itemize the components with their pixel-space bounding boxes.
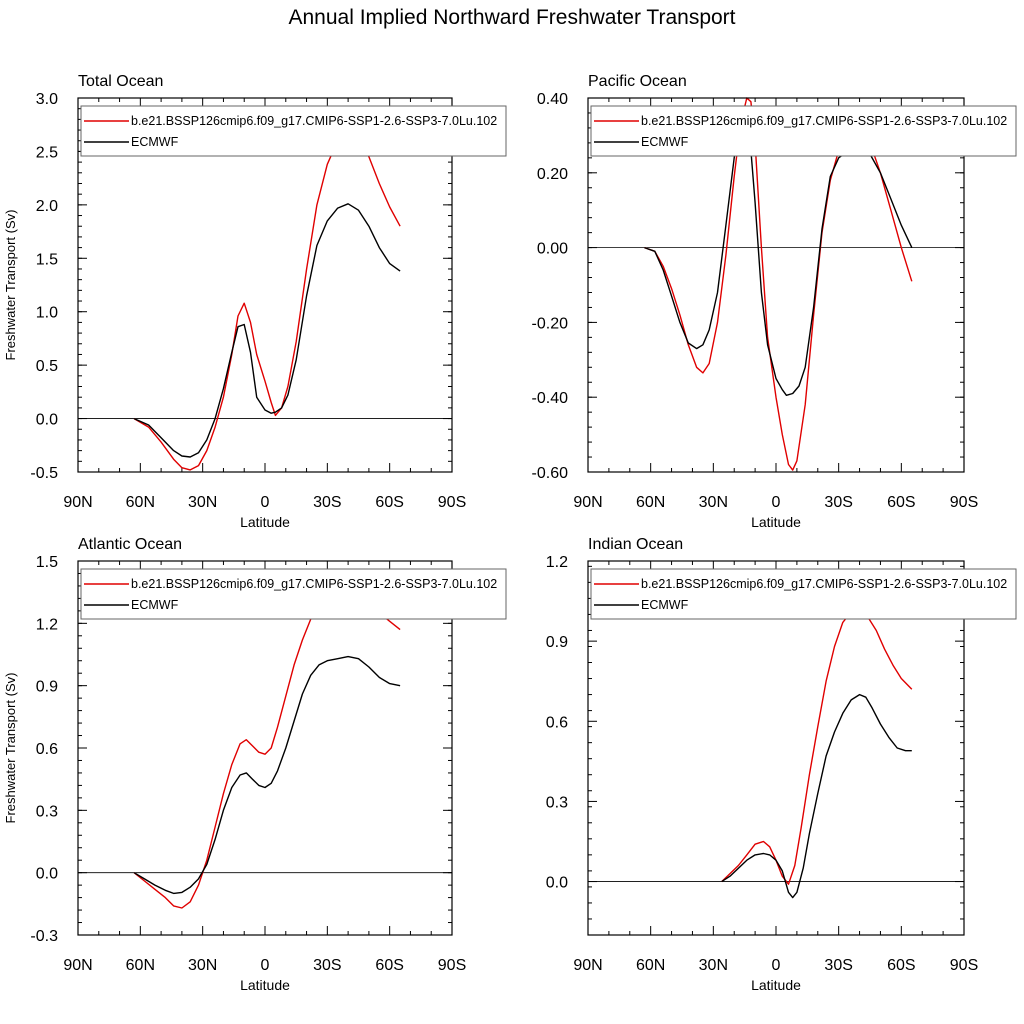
y-tick-label: 2.5 — [36, 144, 58, 161]
legend-box — [80, 568, 507, 620]
legend-label: b.e21.BSSP126cmip6.f09_g17.CMIP6-SSP1-2.… — [641, 577, 1007, 591]
panel-title: Atlantic Ocean — [78, 536, 182, 553]
y-axis-label: Freshwater Transport (Sv) — [3, 673, 18, 824]
y-tick-label: -0.60 — [532, 465, 569, 482]
y-tick-label: 1.2 — [36, 616, 58, 633]
y-tick-label: 1.5 — [36, 251, 58, 268]
x-tick-label: 0 — [261, 957, 270, 974]
x-axis-label: Latitude — [240, 514, 290, 530]
chart-panel-0: 90N 60N 30N 0 30S 60S 90S -0.5 0.0 0.5 1.0 1.5 2.0 2.… — [3, 73, 507, 530]
y-tick-label: -0.20 — [532, 315, 569, 332]
y-axis-label: Freshwater Transport (Sv) — [3, 210, 18, 361]
plot-frame — [587, 560, 965, 936]
x-tick-label: 60N — [126, 957, 155, 974]
chart-panel-1: 90N 60N 30N 0 30S 60S 90S -0.60 -0.40 -0.20 0.00 0.… — [532, 73, 1017, 530]
x-tick-label: 90N — [63, 494, 92, 511]
x-tick-label: 60S — [887, 494, 915, 511]
y-tick-label: 1.0 — [36, 305, 58, 322]
y-tick-label: 0.9 — [36, 679, 58, 696]
x-tick-label: 0 — [772, 957, 781, 974]
y-tick-label: 0.40 — [537, 91, 568, 108]
series-line-ecmwf — [133, 203, 401, 458]
legend-box — [590, 568, 1017, 620]
y-tick-label: 3.0 — [36, 91, 58, 108]
panel-title: Total Ocean — [78, 73, 163, 90]
x-tick-label: 90N — [63, 957, 92, 974]
y-tick-label: 0.0 — [546, 875, 568, 892]
x-tick-label: 60S — [887, 957, 915, 974]
series-line-model — [133, 581, 401, 909]
x-tick-label: 90S — [950, 957, 978, 974]
series-line-ecmwf — [133, 655, 401, 895]
x-tick-label: 60S — [375, 494, 403, 511]
x-tick-label: 30S — [313, 957, 341, 974]
legend-label: b.e21.BSSP126cmip6.f09_g17.CMIP6-SSP1-2.… — [131, 577, 497, 591]
legend-label: b.e21.BSSP126cmip6.f09_g17.CMIP6-SSP1-2.… — [131, 114, 497, 128]
y-tick-label: 0.20 — [537, 166, 568, 183]
panel-title: Indian Ocean — [588, 536, 683, 553]
x-axis-label: Latitude — [751, 514, 801, 530]
y-tick-label: 0.0 — [36, 866, 58, 883]
legend-label: b.e21.BSSP126cmip6.f09_g17.CMIP6-SSP1-2.… — [641, 114, 1007, 128]
legend-label: ECMWF — [641, 598, 689, 612]
y-tick-label: 0.00 — [537, 241, 568, 258]
legend-label: ECMWF — [641, 135, 689, 149]
chart-panel-2: 90N 60N 30N 0 30S 60S 90S -0.3 0.0 0.3 0.6 0.9 1.2 1.… — [3, 536, 507, 993]
chart-panel-3: 90N 60N 30N 0 30S 60S 90S 0.0 0.3 0.6 0.9 1.2 b.e21.… — [546, 536, 1017, 993]
legend-label: ECMWF — [131, 135, 179, 149]
panel-title: Pacific Ocean — [588, 73, 687, 90]
plot-frame — [77, 97, 453, 473]
x-tick-label: 60N — [636, 957, 665, 974]
y-tick-label: 0.5 — [36, 358, 58, 375]
y-tick-label: 0.9 — [546, 634, 568, 651]
x-tick-label: 90N — [573, 957, 602, 974]
legend-box — [80, 105, 507, 157]
y-tick-label: 0.6 — [36, 741, 58, 758]
x-tick-label: 0 — [261, 494, 270, 511]
x-tick-label: 30N — [188, 957, 217, 974]
legend-box — [590, 105, 1017, 157]
x-tick-label: 30S — [824, 494, 852, 511]
x-tick-label: 90S — [438, 957, 466, 974]
y-tick-label: -0.5 — [30, 465, 58, 482]
x-axis-label: Latitude — [240, 977, 290, 993]
y-tick-label: 2.0 — [36, 198, 58, 215]
legend-label: ECMWF — [131, 598, 179, 612]
x-tick-label: 30S — [824, 957, 852, 974]
x-tick-label: 60N — [126, 494, 155, 511]
x-tick-label: 30N — [699, 494, 728, 511]
x-tick-label: 90N — [573, 494, 602, 511]
x-tick-label: 90S — [950, 494, 978, 511]
x-axis-label: Latitude — [751, 977, 801, 993]
x-tick-label: 30N — [188, 494, 217, 511]
x-tick-label: 30N — [699, 957, 728, 974]
y-tick-label: -0.3 — [30, 928, 58, 945]
figure-title: Annual Implied Northward Freshwater Tran… — [288, 6, 736, 29]
x-tick-label: 0 — [772, 494, 781, 511]
y-tick-label: 1.5 — [36, 554, 58, 571]
x-tick-label: 60N — [636, 494, 665, 511]
plot-frame — [587, 97, 965, 473]
series-line-model — [721, 608, 913, 885]
plot-frame — [77, 560, 453, 936]
x-tick-label: 60S — [375, 957, 403, 974]
series-line-ecmwf — [721, 693, 912, 899]
y-tick-label: 0.3 — [546, 794, 568, 811]
x-tick-label: 30S — [313, 494, 341, 511]
y-tick-label: -0.40 — [532, 390, 569, 407]
y-tick-label: 1.2 — [546, 554, 568, 571]
y-tick-label: 0.6 — [546, 714, 568, 731]
y-tick-label: 0.0 — [36, 412, 58, 429]
x-tick-label: 90S — [438, 494, 466, 511]
y-tick-label: 0.3 — [36, 803, 58, 820]
